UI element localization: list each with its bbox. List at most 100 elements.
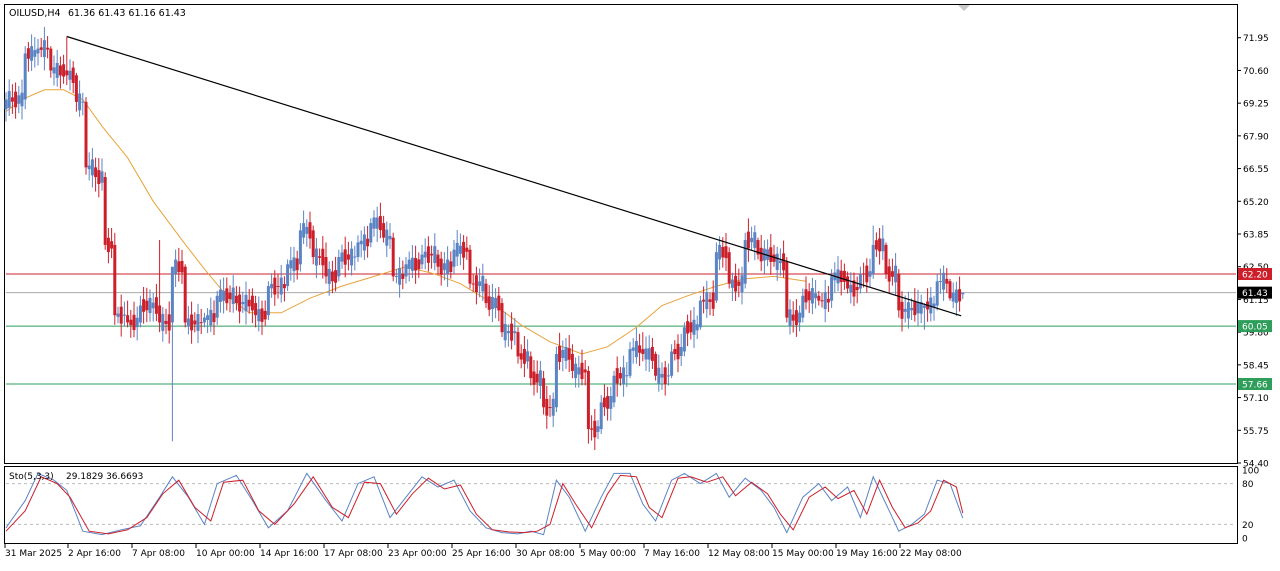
candle-body: [81, 101, 85, 103]
x-tick-label: 31 Mar 2025: [5, 549, 62, 559]
candle-body: [734, 275, 738, 292]
candle-body: [814, 293, 818, 299]
candle-body: [852, 280, 856, 297]
candle-body: [622, 367, 626, 385]
candle-body: [254, 303, 258, 316]
candle-body: [314, 248, 318, 266]
candle-body: [231, 287, 235, 305]
candle-body: [817, 295, 821, 301]
candle-body: [151, 302, 155, 309]
candle-body: [910, 307, 914, 311]
candle-body: [68, 70, 72, 80]
candle-body: [788, 309, 792, 326]
candle-body: [375, 217, 379, 229]
candle-body: [606, 396, 610, 409]
candle-body: [170, 266, 174, 323]
candle-body: [583, 369, 587, 373]
candle-body: [305, 226, 309, 234]
candle-body: [94, 167, 98, 178]
x-tick-label: 7 May 16:00: [644, 549, 700, 559]
y-tick-label: 57.10: [1243, 394, 1269, 404]
candle-body: [372, 217, 376, 229]
candle-body: [196, 314, 200, 331]
y-tick-label: 71.95: [1243, 34, 1269, 44]
candle-body: [721, 246, 725, 258]
candle-body: [858, 273, 862, 289]
candle-body: [750, 237, 754, 243]
candle-body: [551, 398, 555, 416]
candle-body: [74, 75, 78, 102]
candle-body: [161, 313, 165, 331]
candle-body: [404, 264, 408, 277]
y-tick-label: 69.25: [1243, 100, 1269, 110]
y-tick-label: 61.15: [1243, 296, 1269, 306]
candle-body: [823, 292, 827, 310]
candle-body: [794, 310, 798, 326]
stochastic-scale-label: 20: [1242, 521, 1254, 531]
candle-body: [871, 244, 875, 274]
x-tick-label: 22 May 08:00: [900, 549, 962, 559]
candle-body: [401, 273, 405, 280]
candle-body: [775, 253, 779, 271]
candle-body: [666, 375, 670, 377]
candle-body: [506, 330, 510, 334]
candle-body: [132, 314, 136, 331]
candle-body: [7, 91, 11, 108]
candle-body: [180, 260, 184, 273]
candle-body: [106, 237, 110, 253]
candle-body: [158, 305, 162, 323]
candle-body: [209, 309, 213, 326]
x-tick-label: 15 May 00:00: [772, 549, 834, 559]
candle-body: [938, 281, 942, 283]
candle-body: [14, 91, 18, 108]
candle-body: [778, 260, 782, 264]
candle-body: [679, 347, 683, 357]
candle-body: [810, 288, 814, 304]
candle-body: [273, 277, 277, 295]
candle-body: [292, 257, 296, 272]
candle-body: [289, 260, 293, 269]
candle-body: [145, 300, 149, 311]
y-tick-label: 55.75: [1243, 427, 1269, 437]
candle-body: [526, 351, 530, 362]
candle-body: [71, 67, 75, 83]
candle-body: [353, 256, 357, 258]
candle-body: [634, 341, 638, 358]
candle-body: [471, 283, 475, 285]
candle-body: [698, 300, 702, 328]
candle-body: [503, 323, 507, 341]
candle-body: [430, 253, 434, 256]
candle-body: [337, 257, 341, 277]
candle-body: [532, 371, 536, 385]
candle-body: [46, 47, 50, 50]
candle-body: [804, 289, 808, 303]
candle-body: [922, 305, 926, 308]
candle-body: [458, 245, 462, 254]
candle-body: [948, 281, 952, 299]
price-label: 62.20: [1242, 270, 1268, 280]
candle-body: [17, 95, 21, 104]
candle-body: [321, 248, 325, 266]
candle-body: [436, 254, 440, 267]
candle-body: [417, 259, 421, 270]
x-tick-label: 10 Apr 00:00: [196, 549, 255, 559]
candle-body: [900, 301, 904, 319]
candle-body: [138, 305, 142, 323]
candle-body: [276, 285, 280, 287]
candle-body: [113, 244, 117, 316]
candle-body: [119, 306, 123, 324]
candle-body: [174, 259, 178, 274]
candle-body: [295, 258, 299, 271]
candle-body: [382, 223, 386, 238]
candle-body: [644, 348, 648, 360]
stochastic-pane[interactable]: [4, 466, 1238, 544]
stochastic-scale-label: 100: [1242, 467, 1259, 477]
y-tick-label: 63.85: [1243, 231, 1269, 241]
candle-body: [116, 313, 120, 317]
candle-body: [798, 312, 802, 323]
chart-shift-marker[interactable]: [958, 5, 970, 11]
candle-body: [478, 281, 482, 286]
candle-body: [868, 271, 872, 277]
